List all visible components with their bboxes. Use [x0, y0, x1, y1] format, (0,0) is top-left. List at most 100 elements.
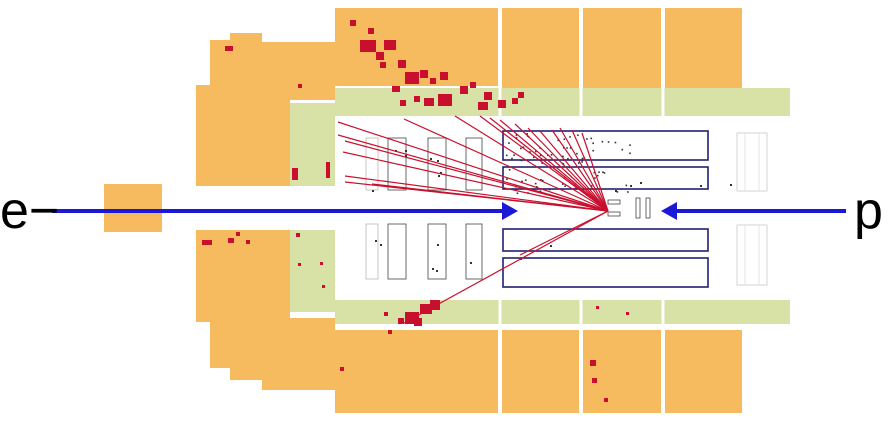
- tracker-hit: [550, 245, 552, 247]
- calorimeter-upper-segment-3: [583, 8, 661, 88]
- backward-chamber-7: [427, 223, 447, 280]
- energy-deposit: [440, 72, 448, 80]
- calorimeter-lower-segment-2: [502, 330, 579, 413]
- tracker-hit: [508, 169, 511, 171]
- inner-layer-upper: [335, 88, 790, 116]
- tracker-hit: [470, 262, 472, 264]
- energy-deposit: [484, 92, 492, 100]
- tracker-hit: [562, 155, 564, 158]
- energy-deposit: [460, 86, 468, 94]
- track-line: [571, 129, 609, 212]
- track-line: [551, 129, 609, 212]
- energy-deposit: [470, 82, 476, 88]
- track-line: [454, 115, 609, 212]
- tracker-hit: [575, 187, 577, 189]
- backward-chamber-6: [387, 223, 407, 280]
- backward-chamber-2: [387, 137, 407, 191]
- tracker-hit: [614, 141, 617, 144]
- track-line: [539, 130, 609, 212]
- tracker-hit: [522, 146, 525, 149]
- beam-arrows: [52, 202, 846, 220]
- energy-deposit: [296, 233, 300, 237]
- tracker-hit: [567, 157, 569, 160]
- tracker-hit: [576, 152, 578, 155]
- tracker-hit: [590, 185, 593, 187]
- backward-calorimeter-block: [104, 184, 162, 232]
- forward-chamber-lower: [736, 224, 768, 286]
- tracker-hit: [596, 174, 599, 177]
- track-line: [514, 123, 609, 212]
- tracker-hit: [405, 150, 407, 152]
- energy-deposit: [414, 96, 420, 102]
- track-line: [337, 134, 609, 212]
- tracker-hit: [526, 133, 528, 135]
- tracker-hit: [548, 188, 551, 191]
- energy-deposit: [398, 318, 404, 324]
- tracker-hit: [524, 179, 527, 181]
- tracker-hit: [592, 142, 594, 145]
- calorimeter-upper-left: [196, 8, 498, 186]
- track-line: [489, 117, 609, 212]
- tracker-hit: [594, 177, 596, 179]
- track-line: [403, 118, 609, 212]
- energy-deposit: [430, 78, 436, 84]
- track-line: [519, 210, 609, 256]
- proton-beam-label: p: [854, 182, 883, 240]
- track-line: [527, 127, 609, 212]
- energy-deposit: [400, 100, 406, 106]
- energy-deposit: [420, 304, 432, 314]
- tracker-hit: [581, 159, 583, 162]
- energy-deposit: [590, 360, 596, 366]
- track-line: [344, 175, 609, 212]
- tracker-hit: [616, 191, 619, 193]
- calorimeter-upper-segment-2: [502, 8, 579, 88]
- tracker-hit: [541, 179, 544, 182]
- tracker-hit: [621, 148, 624, 151]
- energy-deposit: [398, 60, 406, 68]
- central-tracker-outer-lower: [502, 257, 709, 288]
- tracker-hit: [601, 140, 604, 143]
- tracker-hit: [566, 147, 568, 149]
- energy-deposit: [592, 378, 597, 383]
- energy-deposit: [322, 285, 325, 288]
- tracker-hit: [581, 157, 584, 160]
- energy-deposit: [368, 28, 374, 34]
- energy-deposit: [360, 40, 376, 52]
- tracker-hit: [640, 182, 642, 184]
- tracker-hit: [539, 190, 542, 192]
- energy-deposits: [202, 20, 629, 402]
- tracker-hit: [432, 268, 434, 270]
- tracker-hit: [700, 185, 702, 187]
- tracker-hit: [607, 141, 610, 143]
- inner-layer-left-lower: [290, 230, 335, 312]
- arrow-right-icon: [52, 202, 518, 220]
- tracker-hit: [440, 172, 442, 174]
- particle-tracks: [337, 115, 609, 324]
- tracker-hit: [380, 244, 382, 246]
- energy-deposit: [326, 162, 330, 178]
- vertex-detector-upper: [607, 199, 621, 205]
- tracker-hit: [511, 157, 513, 160]
- energy-deposit: [604, 398, 608, 402]
- energy-deposit: [438, 94, 452, 106]
- energy-deposit: [228, 238, 234, 243]
- tracker-hit: [520, 159, 523, 162]
- track-line: [337, 121, 609, 212]
- electron-beam-label: e−: [0, 182, 59, 240]
- energy-deposit: [384, 40, 396, 50]
- tracker-hit: [625, 184, 628, 187]
- tracker-hit: [569, 147, 572, 149]
- track-line: [342, 151, 609, 212]
- calorimeter-upper-segment-4: [665, 8, 742, 88]
- tracker-hit: [602, 171, 604, 174]
- calorimeter-lower-segment-3: [583, 330, 661, 413]
- tracker-hit: [536, 186, 538, 188]
- tracker-hit: [515, 137, 518, 139]
- energy-deposit: [376, 52, 384, 60]
- tracker-hit: [557, 139, 560, 142]
- tracker-hit: [539, 154, 542, 157]
- tracker-hit: [629, 144, 631, 146]
- backward-chamber-8: [465, 223, 483, 280]
- energy-deposit: [384, 312, 388, 316]
- energy-deposit: [478, 102, 488, 110]
